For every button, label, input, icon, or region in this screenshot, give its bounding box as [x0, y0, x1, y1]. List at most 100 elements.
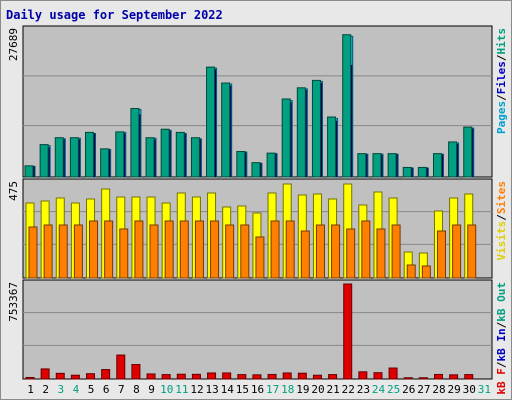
ymax-label-hits: 27689	[7, 28, 20, 61]
bar-kbytes-day-14	[222, 372, 232, 380]
day-label-9: 9	[148, 383, 155, 396]
bar-sites-day-19	[300, 230, 310, 279]
series-label-part: Visits	[495, 221, 508, 261]
series-label-part: kB In	[495, 328, 508, 361]
bar-pages-day-12	[190, 137, 200, 178]
ymax-label-visits: 475	[7, 181, 20, 201]
bar-kbytes-day-4	[70, 374, 80, 380]
bar-pages-day-6	[100, 148, 110, 178]
day-label-23: 23	[357, 383, 370, 396]
bar-pages-day-23	[357, 153, 367, 178]
bar-sites-day-10	[164, 220, 174, 279]
bar-kbytes-day-22	[343, 283, 353, 380]
bar-kbytes-day-15	[237, 374, 247, 380]
series-label-kbytes: kB F/kB In/kB Out	[495, 282, 508, 395]
day-label-2: 2	[42, 383, 49, 396]
day-label-3: 3	[58, 383, 65, 396]
bar-pages-day-13	[206, 66, 216, 178]
day-label-28: 28	[432, 383, 445, 396]
bar-sites-day-29	[452, 224, 462, 279]
bar-kbytes-day-19	[297, 372, 307, 380]
day-label-7: 7	[118, 383, 125, 396]
day-label-22: 22	[342, 383, 355, 396]
bar-pages-day-7	[115, 131, 125, 178]
bar-sites-day-30	[467, 224, 477, 279]
day-label-5: 5	[88, 383, 95, 396]
bar-sites-day-22	[346, 228, 356, 279]
day-label-12: 12	[190, 383, 203, 396]
day-label-14: 14	[221, 383, 235, 396]
bar-pages-day-27	[417, 166, 427, 178]
day-label-24: 24	[372, 383, 386, 396]
day-label-20: 20	[311, 383, 324, 396]
bar-sites-day-3	[58, 224, 68, 279]
bar-kbytes-day-24	[373, 372, 383, 380]
bar-sites-day-17	[270, 220, 280, 279]
bar-pages-day-1	[24, 165, 34, 178]
day-label-18: 18	[281, 383, 294, 396]
bar-kbytes-day-13	[207, 372, 217, 380]
bar-pages-day-29	[448, 141, 458, 178]
series-label-part: /	[495, 94, 508, 101]
bar-pages-day-20	[311, 79, 321, 178]
bar-pages-day-19	[296, 87, 306, 178]
series-label-part: Hits	[495, 28, 508, 55]
bar-pages-day-21	[327, 116, 337, 178]
bar-kbytes-day-16	[252, 374, 262, 380]
series-label-part: F	[495, 368, 508, 381]
series-label-part: kB Out	[495, 282, 508, 322]
bar-kbytes-day-1	[25, 376, 35, 380]
day-label-15: 15	[236, 383, 249, 396]
bar-pages-day-16	[251, 162, 261, 178]
bar-sites-day-12	[194, 220, 204, 279]
series-label-part: Files	[495, 61, 508, 94]
bar-kbytes-day-20	[312, 374, 322, 380]
chart-title: Daily usage for September 2022	[6, 8, 223, 22]
bar-kbytes-day-7	[116, 354, 126, 380]
bar-sites-day-1	[28, 226, 38, 279]
bar-pages-day-24	[372, 153, 382, 178]
bar-pages-day-8	[130, 108, 140, 178]
day-label-11: 11	[175, 383, 188, 396]
bar-sites-day-21	[331, 224, 341, 279]
bar-sites-day-8	[134, 220, 144, 279]
day-label-27: 27	[417, 383, 430, 396]
bar-kbytes-day-27	[418, 377, 428, 380]
bar-sites-day-18	[285, 220, 295, 279]
bar-sites-day-20	[315, 224, 325, 279]
day-label-17: 17	[266, 383, 279, 396]
series-label-part: /	[495, 54, 508, 61]
bar-pages-day-22	[342, 34, 352, 178]
bar-kbytes-day-11	[176, 373, 186, 380]
day-label-13: 13	[205, 383, 218, 396]
series-label-part: kB	[495, 381, 508, 395]
bar-pages-day-26	[402, 166, 412, 178]
bar-pages-day-30	[463, 126, 473, 178]
bar-sites-day-5	[89, 220, 99, 279]
bar-sites-day-15	[240, 224, 250, 279]
day-label-19: 19	[296, 383, 309, 396]
bar-pages-day-28	[432, 153, 442, 178]
bar-pages-day-3	[54, 137, 64, 178]
bar-kbytes-day-9	[146, 373, 156, 380]
bar-kbytes-day-2	[40, 368, 50, 380]
series-label-part: /	[495, 214, 508, 221]
bar-kbytes-day-26	[403, 377, 413, 380]
bar-sites-day-23	[361, 220, 371, 279]
series-label-part: /	[495, 361, 508, 368]
bar-sites-day-11	[179, 220, 189, 279]
series-label-visits: Visits/Sites	[495, 181, 508, 261]
bar-pages-day-4	[69, 137, 79, 178]
bar-sites-day-7	[119, 228, 129, 279]
day-label-8: 8	[133, 383, 140, 396]
series-label-part: /	[495, 321, 508, 328]
day-label-21: 21	[327, 383, 340, 396]
bar-kbytes-day-21	[328, 374, 338, 380]
bar-pages-day-15	[236, 151, 246, 178]
series-label-part: Pages	[495, 101, 508, 134]
bar-kbytes-day-3	[55, 372, 65, 380]
bar-pages-day-18	[281, 98, 291, 178]
day-label-25: 25	[387, 383, 400, 396]
bar-kbytes-day-18	[282, 372, 292, 380]
